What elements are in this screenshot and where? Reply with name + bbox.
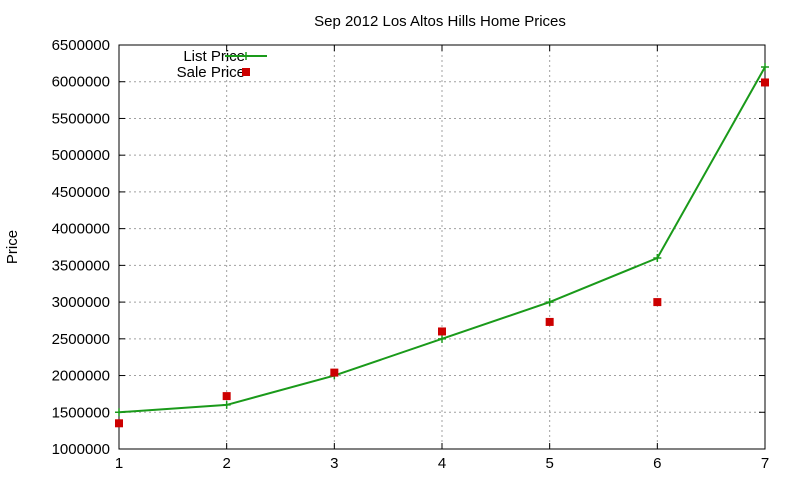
x-tick-label: 6 — [653, 455, 661, 472]
y-tick-label: 6000000 — [52, 74, 110, 91]
legend-square-swatch — [242, 68, 250, 76]
axes: 1000000150000020000002500000300000035000… — [52, 37, 770, 472]
sale-price-point — [330, 368, 339, 377]
plot-frame — [118, 44, 766, 450]
y-tick-label: 3500000 — [52, 257, 110, 274]
y-tick-label: 4000000 — [52, 221, 110, 238]
list-price-point — [115, 408, 123, 417]
y-tick-label: 3000000 — [52, 294, 110, 311]
y-tick-label: 5000000 — [52, 147, 110, 164]
y-tick-label: 5500000 — [52, 110, 110, 127]
sale-price-point — [761, 78, 769, 87]
series-1 — [115, 63, 769, 417]
x-tick-label: 4 — [438, 455, 446, 472]
x-tick-label: 5 — [545, 455, 553, 472]
sale-price-point — [438, 327, 446, 336]
list-price-point — [545, 298, 554, 307]
list-price-point — [653, 254, 662, 263]
list-price-point — [222, 400, 231, 409]
y-tick-label: 6500000 — [52, 37, 110, 54]
grid-lines — [119, 45, 765, 449]
y-tick-label: 2500000 — [52, 331, 110, 348]
y-tick-label: 1500000 — [52, 404, 110, 421]
y-tick-label: 4500000 — [52, 184, 110, 201]
legend-label: List Price — [183, 48, 245, 65]
list-price-point — [438, 334, 446, 343]
list-price-point — [761, 63, 769, 72]
y-tick-label: 1000000 — [52, 441, 110, 458]
chart-title: Sep 2012 Los Altos Hills Home Prices — [314, 13, 566, 30]
sale-price-point — [222, 392, 231, 401]
x-tick-label: 2 — [222, 455, 230, 472]
series-2 — [115, 78, 769, 428]
y-axis-label: Price — [4, 230, 21, 264]
x-tick-label: 3 — [330, 455, 338, 472]
sale-price-point — [653, 298, 662, 307]
sale-price-point — [545, 317, 554, 326]
sale-price-point — [115, 419, 123, 428]
legend-label: Sale Price — [177, 64, 245, 81]
x-tick-label: 7 — [761, 455, 769, 472]
series-layer — [115, 63, 769, 428]
x-tick-label: 1 — [115, 455, 123, 472]
legend-plus-swatch — [242, 52, 250, 60]
y-tick-label: 2000000 — [52, 368, 110, 385]
